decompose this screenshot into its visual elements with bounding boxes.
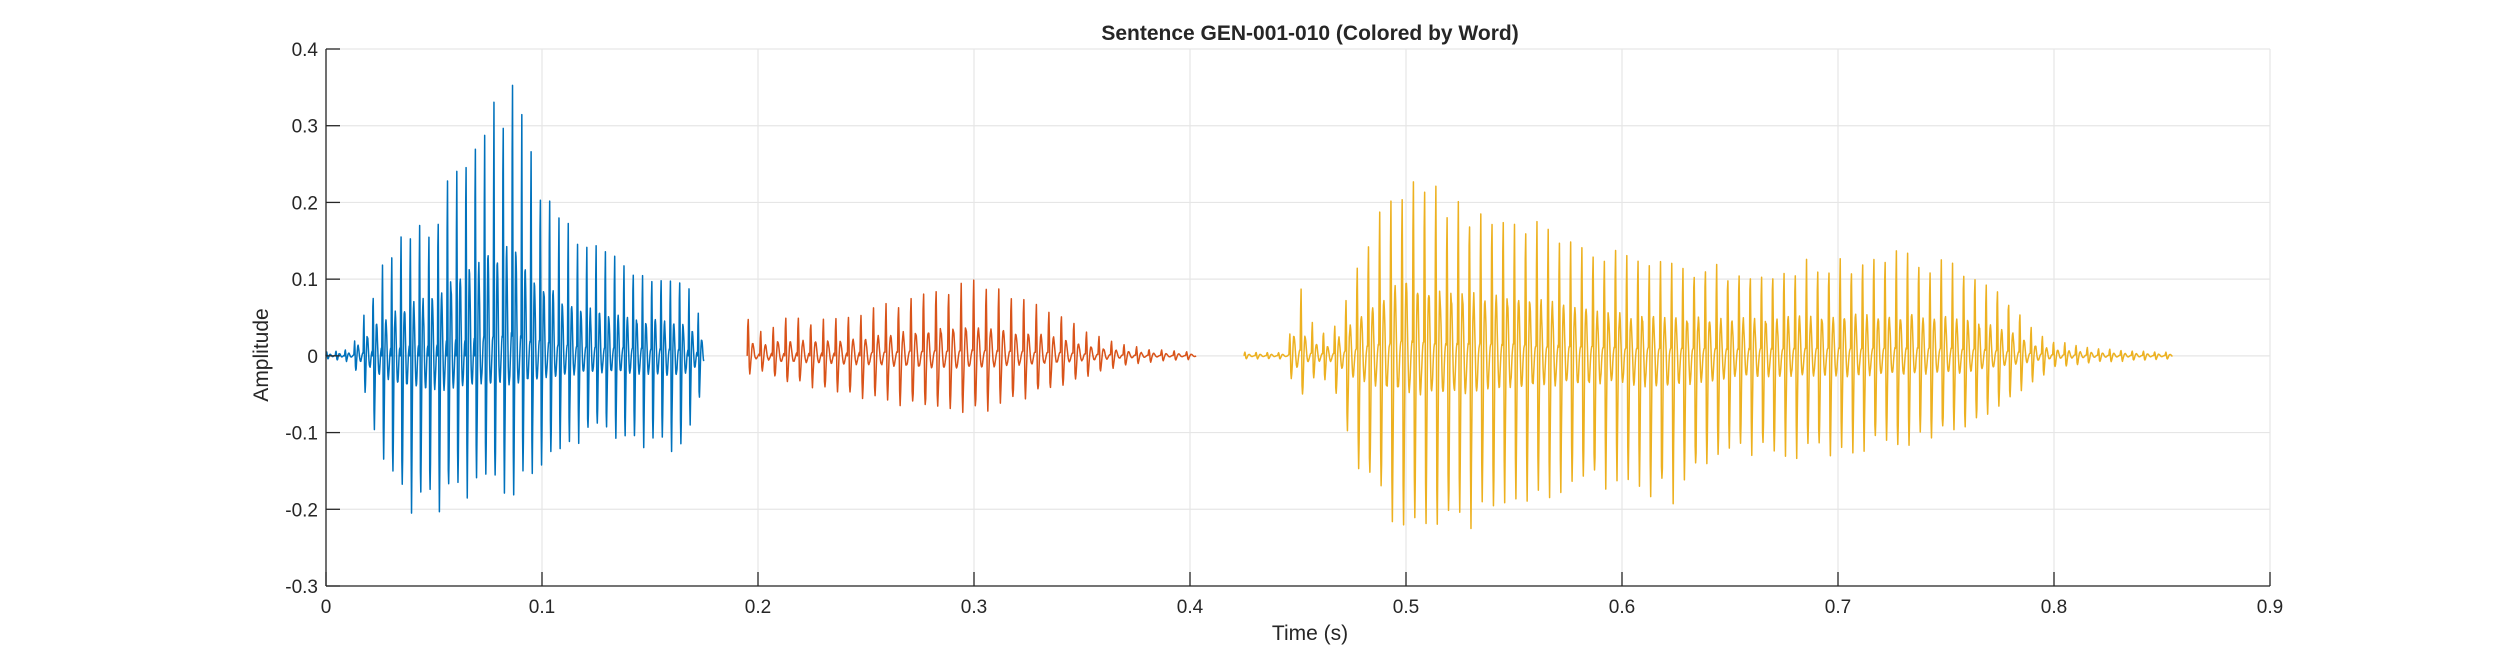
tick-labels: 0 0.1 0.2 0.3 0.4 0.5 0.6 0.7 0.8 0.9 -0.3 -0.2 -0.1… — [285, 40, 2283, 618]
y-tick-label: -0.1 — [285, 424, 318, 445]
series-line-3 — [1243, 181, 2173, 530]
x-tick-label: 0.2 — [745, 597, 771, 618]
x-tick-label: 0.9 — [2257, 597, 2283, 618]
x-tick-label: 0 — [321, 597, 332, 618]
y-tick-label: 0.2 — [292, 193, 318, 214]
x-tick-label: 0.4 — [1177, 597, 1204, 618]
y-tick-label: 0 — [307, 347, 318, 368]
series-layer — [325, 84, 2173, 530]
x-tick-label: 0.8 — [2041, 597, 2067, 618]
series-line-2 — [746, 279, 1197, 414]
x-tick-label: 0.1 — [529, 597, 555, 618]
chart-title: Sentence GEN-001-010 (Colored by Word) — [1101, 22, 1518, 45]
y-axis-label: Amplitude — [250, 308, 273, 401]
axes — [325, 48, 2271, 587]
y-tick-label: -0.3 — [285, 577, 318, 598]
x-tick-label: 0.6 — [1609, 597, 1635, 618]
x-tick-label: 0.7 — [1825, 597, 1851, 618]
y-tick-label: 0.3 — [292, 117, 318, 138]
y-tick-label: 0.1 — [292, 270, 318, 291]
x-axis-label: Time (s) — [1272, 622, 1348, 645]
x-tick-label: 0.5 — [1393, 597, 1419, 618]
y-tick-label: -0.2 — [285, 500, 318, 521]
x-tick-label: 0.3 — [961, 597, 987, 618]
y-tick-label: 0.4 — [292, 40, 319, 61]
series-line-1 — [325, 84, 705, 514]
